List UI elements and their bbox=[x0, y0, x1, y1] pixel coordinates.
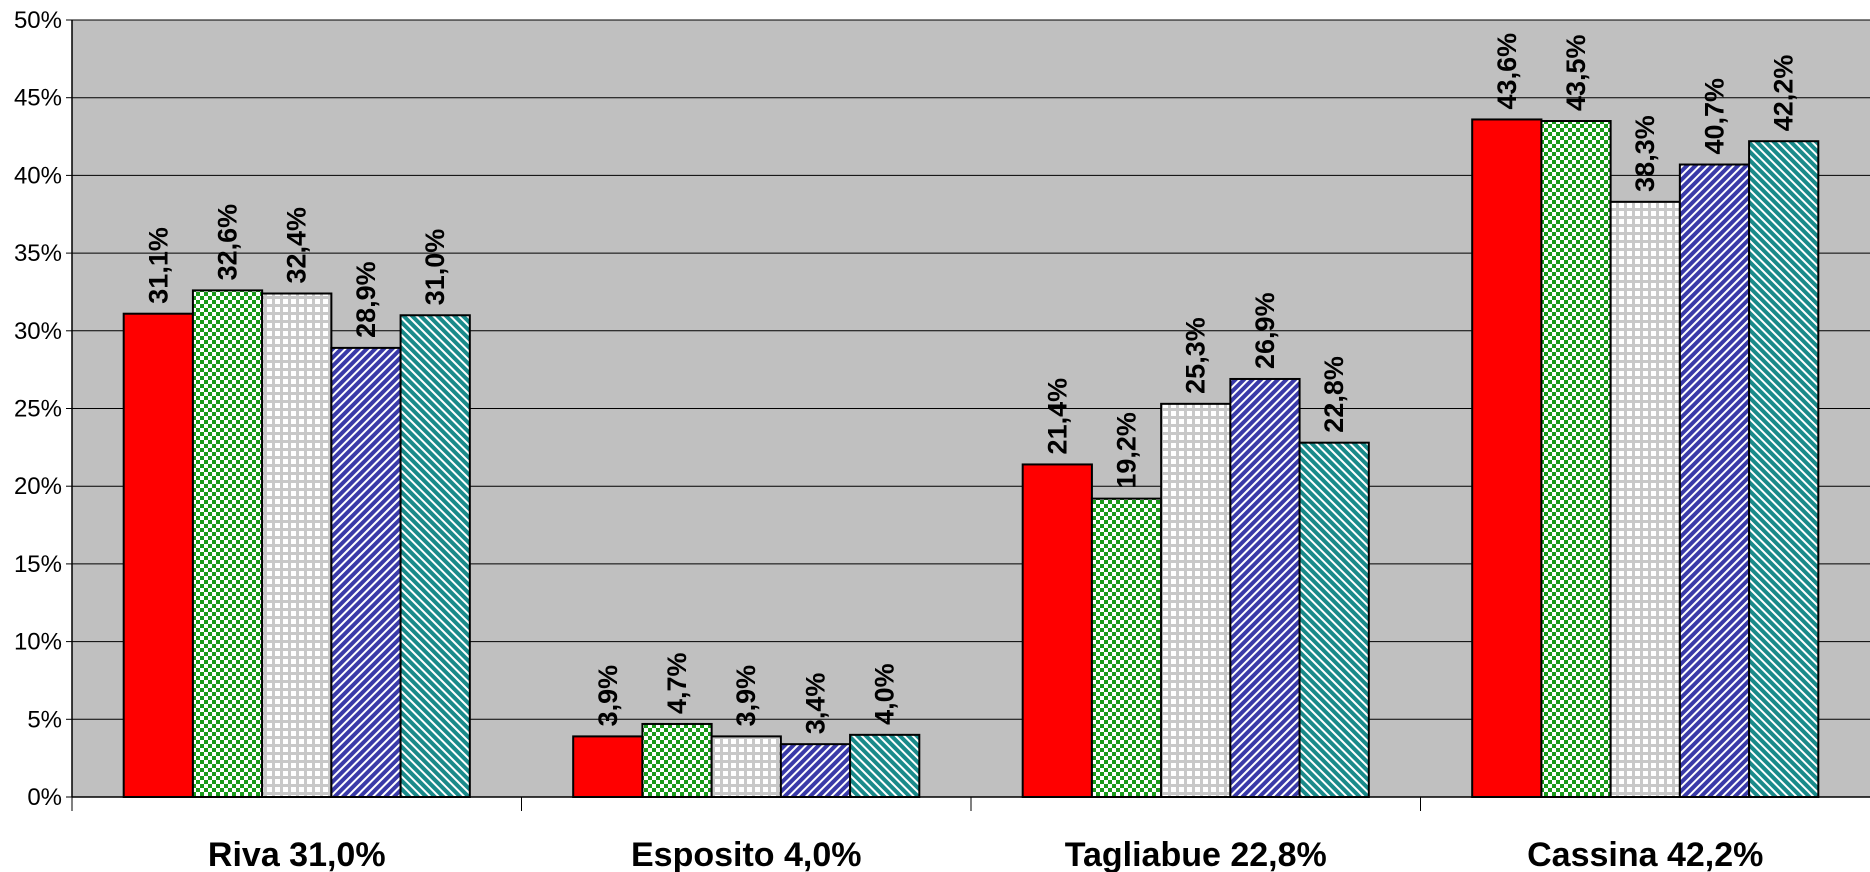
data-label: 22,8% bbox=[1319, 356, 1349, 433]
data-label: 3,4% bbox=[800, 673, 830, 735]
y-tick-label: 20% bbox=[14, 473, 62, 500]
bar bbox=[572, 735, 644, 798]
bar bbox=[1471, 118, 1543, 799]
bar bbox=[641, 722, 713, 798]
bar bbox=[1748, 140, 1820, 799]
bar bbox=[399, 314, 471, 798]
bar bbox=[1160, 402, 1232, 798]
data-label: 28,9% bbox=[351, 261, 381, 338]
bar bbox=[1021, 463, 1093, 798]
data-label: 32,6% bbox=[213, 204, 243, 281]
data-label: 40,7% bbox=[1699, 78, 1729, 155]
y-axis: 0% 5% 10% 15% 20% 25% 30% 35% 40% 45% 50% bbox=[14, 7, 73, 811]
data-label: 21,4% bbox=[1042, 378, 1072, 455]
bars bbox=[122, 118, 1820, 799]
data-label: 31,1% bbox=[143, 227, 173, 304]
data-labels: 31,1% 32,6% 32,4% 28,9% 31,0% 3,9% 4,7% 3,9% 3,4… bbox=[143, 33, 1798, 734]
bar bbox=[191, 289, 264, 798]
bar bbox=[710, 735, 782, 798]
data-label: 3,9% bbox=[593, 665, 623, 727]
y-tick-label: 30% bbox=[14, 318, 62, 345]
x-axis: Riva 31,0% Esposito 4,0% Tagliabue 22,8% Ca… bbox=[71, 796, 1870, 872]
category-label: Esposito 4,0% bbox=[631, 836, 862, 872]
bar bbox=[330, 346, 402, 798]
bar bbox=[1229, 377, 1301, 798]
data-label: 4,7% bbox=[662, 652, 692, 714]
bar bbox=[779, 743, 852, 798]
bar bbox=[1540, 120, 1612, 798]
y-tick-label: 25% bbox=[14, 396, 62, 423]
data-label: 43,5% bbox=[1561, 34, 1591, 111]
bar bbox=[1298, 441, 1370, 798]
data-label: 3,9% bbox=[731, 665, 761, 727]
bar bbox=[1678, 163, 1751, 799]
y-tick-label: 0% bbox=[27, 784, 62, 811]
y-tick-label: 15% bbox=[14, 551, 62, 578]
bar bbox=[261, 292, 333, 798]
data-label: 43,6% bbox=[1492, 33, 1522, 110]
data-label: 42,2% bbox=[1769, 55, 1799, 132]
y-tick-label: 10% bbox=[14, 629, 62, 656]
category-label: Riva 31,0% bbox=[208, 836, 386, 872]
data-label: 38,3% bbox=[1630, 115, 1660, 192]
category-label: Tagliabue 22,8% bbox=[1065, 836, 1327, 872]
bar bbox=[122, 312, 194, 798]
data-label: 4,0% bbox=[870, 663, 900, 725]
y-tick-label: 45% bbox=[14, 85, 62, 112]
bar bbox=[849, 733, 921, 799]
y-tick-label: 50% bbox=[14, 7, 62, 34]
bar bbox=[1090, 497, 1163, 798]
y-tick-label: 5% bbox=[27, 706, 62, 733]
y-tick-label: 40% bbox=[14, 162, 62, 189]
y-tick-label: 35% bbox=[14, 240, 62, 267]
category-label: Cassina 42,2% bbox=[1527, 836, 1763, 872]
data-label: 25,3% bbox=[1181, 317, 1211, 394]
bar bbox=[1609, 200, 1681, 798]
data-label: 32,4% bbox=[282, 207, 312, 284]
data-label: 31,0% bbox=[420, 229, 450, 306]
data-label: 19,2% bbox=[1112, 412, 1142, 489]
data-label: 26,9% bbox=[1250, 292, 1280, 369]
